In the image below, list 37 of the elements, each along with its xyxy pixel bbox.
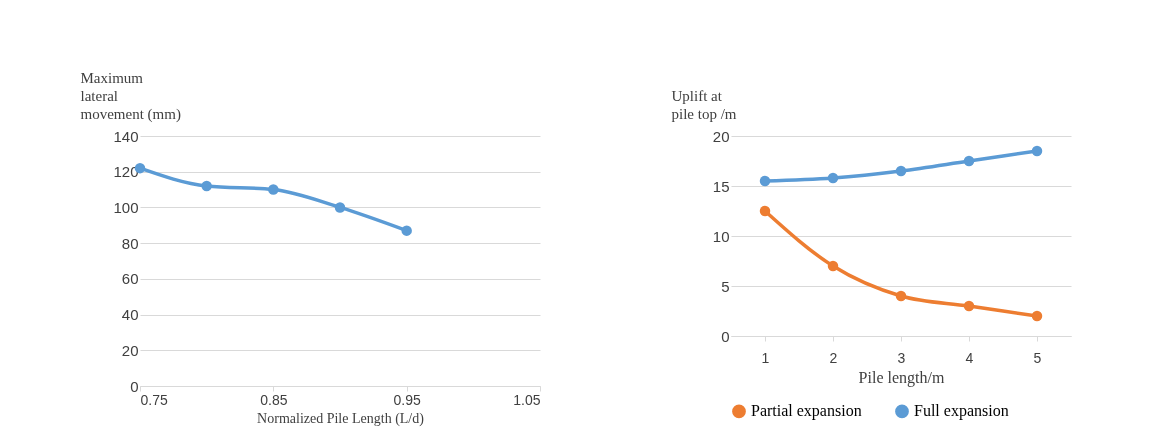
- x-tick-label: 0.75: [140, 391, 168, 408]
- x-axis-title: Normalized Pile Length (L/d): [257, 410, 425, 427]
- x-tick-label: 1.05: [513, 391, 541, 408]
- x-tick-label: 3: [897, 349, 906, 366]
- point: [827, 260, 839, 272]
- y-tick-label: 20: [712, 127, 730, 145]
- point: [963, 300, 975, 312]
- x-tick-label: 0.95: [393, 391, 421, 408]
- point: [895, 165, 907, 177]
- y-tick-label: 60: [121, 270, 139, 288]
- x-tick-label: 4: [965, 349, 974, 366]
- y-tick-label: 15: [712, 177, 730, 195]
- point: [895, 290, 907, 302]
- y-tick-label: 80: [121, 234, 139, 252]
- y-tick-label: 0: [130, 377, 139, 395]
- y-tick-label: 20: [121, 341, 139, 359]
- y-tick-label: 5: [721, 277, 730, 295]
- y-tick-label: 40: [121, 306, 139, 324]
- legend-label: Full expansion: [914, 402, 1009, 421]
- point: [759, 205, 771, 217]
- point: [759, 175, 771, 187]
- y-tick-label: 140: [113, 127, 139, 145]
- point: [1031, 145, 1043, 157]
- legend-label: Partial expansion: [751, 402, 862, 421]
- x-tick-label: 5: [1033, 349, 1042, 366]
- x-axis-title: Pile length/m: [858, 368, 945, 387]
- x-tick-label: 2: [829, 349, 838, 366]
- x-tick-label: 1: [761, 349, 770, 366]
- point: [963, 155, 975, 167]
- y-tick-label: 100: [113, 198, 139, 216]
- x-tick-label: 0.85: [260, 391, 288, 408]
- y-tick-label: 0: [721, 327, 730, 345]
- point: [1031, 310, 1043, 322]
- point: [827, 172, 839, 184]
- y-axis-title: Uplift at pile top /m: [671, 87, 737, 122]
- y-axis-title: Maximum lateral movement (mm): [80, 69, 181, 123]
- y-tick-label: 10: [712, 227, 730, 245]
